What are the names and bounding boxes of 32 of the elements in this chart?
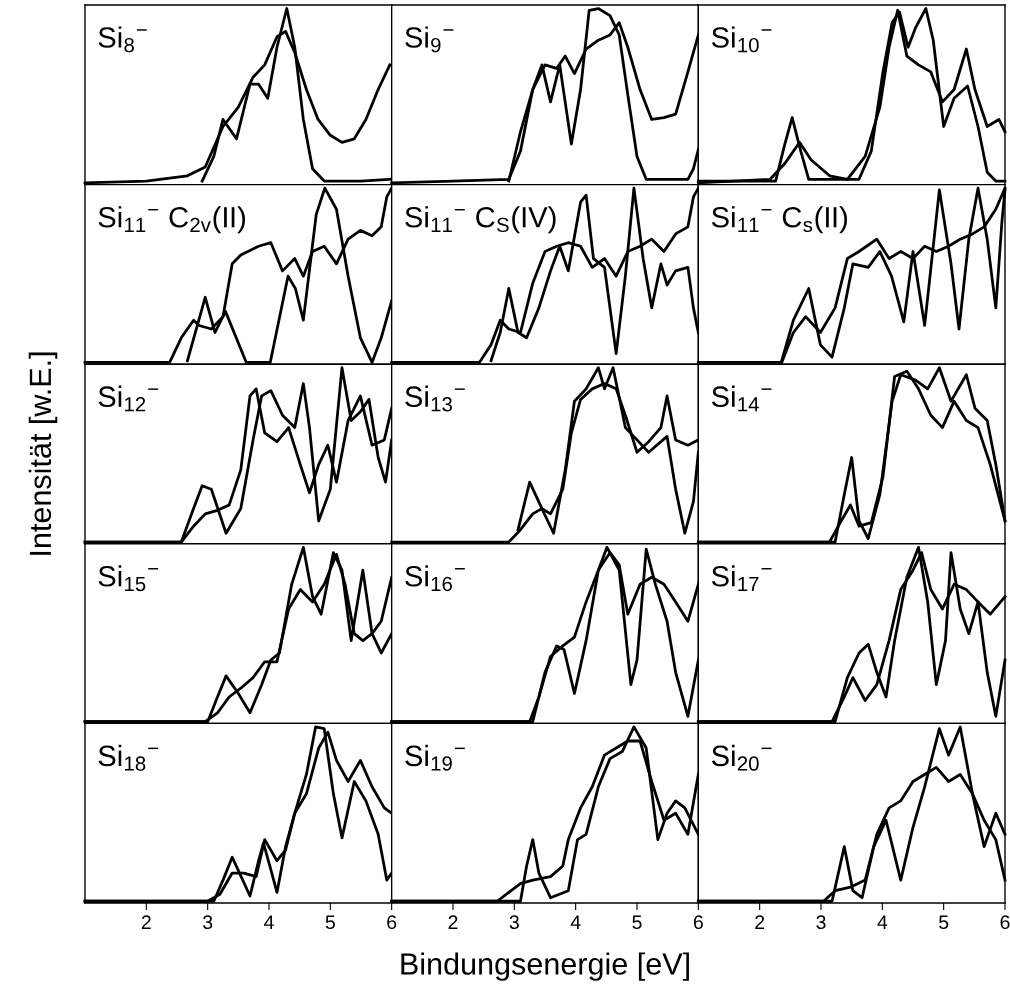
text: Si$_{10}$$^{−}$: [711, 26, 772, 53]
text: Si$_{13}$$^{−}$: [405, 385, 465, 412]
text: Si$_{15}$$^{−}$: [98, 565, 159, 592]
x-tick-label: 4: [570, 915, 581, 929]
text: Si$_{12}$$^{−}$: [98, 385, 159, 412]
x-tick-label: 5: [325, 915, 335, 930]
x-tick-label: 2: [448, 915, 458, 929]
text: Si$_{14}$$^{−}$: [711, 385, 772, 412]
x-tick-label: 5: [939, 915, 949, 930]
text: Si$_{8}$$^{−}$: [98, 26, 147, 53]
text: Si$_{11}$$^{−}$ C$_{s}$(II): [711, 206, 847, 234]
x-tick-label: 2: [755, 915, 765, 929]
text: Si$_{18}$$^{−}$: [98, 744, 159, 771]
x-tick-label: 3: [509, 915, 519, 930]
x-tick-label: 3: [203, 915, 213, 930]
text: Si$_{17}$$^{−}$: [711, 565, 772, 591]
x-tick-label: 3: [816, 915, 826, 930]
text: Si$_{9}$$^{−}$: [405, 26, 454, 53]
x-tick-label: 6: [693, 915, 703, 930]
x-tick-label: 2: [141, 915, 151, 929]
x-tick-label: 4: [264, 915, 274, 929]
x-axis-title: Bindungsenergie [eV]: [401, 952, 689, 981]
y-axis-title: Intensität [w.E.]: [28, 352, 58, 555]
x-tick-label: 5: [632, 915, 642, 930]
text: Si$_{11}$$^{−}$ C$_{S}$(IV): [405, 206, 556, 234]
x-tick-label: 6: [387, 915, 397, 930]
text: Si$_{11}$$^{−}$ C$_{2v}$(II): [98, 206, 245, 234]
text: Si$_{19}$$^{−}$: [405, 744, 465, 771]
x-tick-label: 4: [877, 915, 888, 929]
x-tick-label: 6: [1000, 915, 1010, 930]
text: Si$_{20}$$^{−}$: [711, 744, 772, 771]
text: Si$_{16}$$^{−}$: [405, 565, 465, 592]
